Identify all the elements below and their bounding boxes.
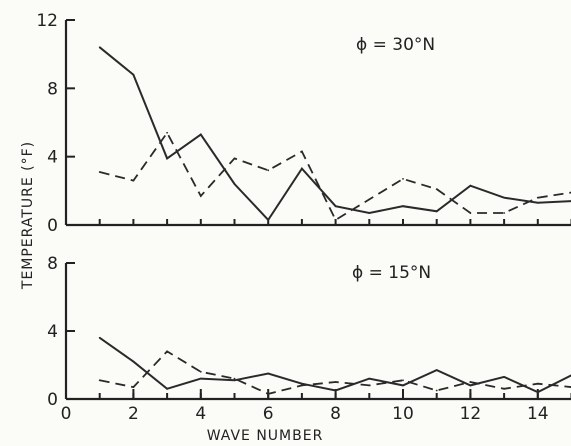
panel-1-latitude-label: ϕ = 30°N [356,35,435,55]
axes-layer [64,19,571,401]
panel-1-dashed-point [334,218,337,221]
panel-1-dashed-point [435,188,438,191]
panel-1-solid-point [435,210,438,213]
x-tick-label: 14 [527,404,549,424]
y-axis-title: TEMPERATURE (°F) [20,141,36,290]
panel-2-y-tick-label: 4 [47,322,58,342]
panel-1-solid-point [199,133,202,136]
text-layer: 0 4 8 12 ϕ = 30°N 0 4 8 ϕ = 15°N 0 2 4 6 8 10 12 14 WAVE … [20,11,549,444]
panel-1-y-tick-label: 8 [47,79,58,99]
panel-2-solid-point [435,369,438,371]
panel-2-dashed-point [536,382,539,385]
panel-2-solid-point [301,382,303,385]
panel-2-solid-point [503,376,505,378]
panel-2-dashed-point [301,384,303,387]
panel-1-solid-point [132,73,135,76]
panel-2-dashed-point [334,381,337,383]
panel-1-y-tick-label: 0 [47,216,58,236]
panel-1-solid-point [166,157,169,160]
panel-1-solid-point [301,167,303,170]
panel-2-dashed-point [435,389,438,392]
panel-2-dashed-point [402,379,404,382]
panel-1-dashed-point [267,169,270,172]
panel-1-y-tick-label: 4 [47,148,58,168]
panel-1-dashed-point [301,150,303,153]
panel-1-dashed-point [503,212,505,214]
panel-1-solid-point [469,184,472,187]
panel-2-dashed-point [233,377,236,380]
panel-2-dashed-point [98,379,101,382]
x-tick-label: 8 [330,404,341,424]
x-tick-label: 0 [61,404,72,424]
panel-2-solid-point [368,377,371,380]
panel-2-dashed-point [267,393,270,395]
panel-1-solid-point [368,212,371,214]
panel-2-y-tick-label: 8 [47,254,58,274]
panel-2-dashed-point [368,384,371,387]
panel-2-dashed-point [166,350,169,353]
panel-1-dashed-point [233,157,236,160]
panel-2-dashed-point [132,386,135,388]
panel-1-dashed-point [166,131,169,134]
panel-1-solid-point [98,46,101,49]
panel-2-dashed-point [199,370,202,373]
panel-2-solid-series-line [99,336,571,394]
panel-2-solid-point [166,387,169,390]
panel-2-latitude-label: ϕ = 15°N [352,263,431,283]
panel-2-solid-point [536,391,539,394]
panel-1-y-tick-label: 12 [36,11,58,31]
panel-1-solid-point [267,218,270,221]
x-tick-label: 12 [460,404,482,424]
panel-1-dashed-series-line [99,131,571,222]
panel-1-dashed-point [98,171,101,173]
x-tick-label: 6 [263,404,274,424]
panel-1-dashed-point [199,195,202,197]
panel-1-solid-series-line [99,46,571,222]
panel-2-solid-point [267,372,270,375]
panel-2-solid-point [334,389,337,392]
panel-1-solid-point [536,201,539,204]
x-tick-label: 2 [128,404,139,424]
panel-2-dashed-point [469,381,472,383]
x-tick-label: 10 [392,404,414,424]
panel-2-dashed-point [503,387,505,390]
x-axis-title: WAVE NUMBER [207,428,324,444]
panel-2-solid-point [132,360,135,363]
panel-2-solid-point [199,377,202,380]
panel-1-dashed-point [132,179,135,182]
panel-1-dashed-point [469,212,472,214]
panel-2-solid-point [233,379,236,382]
panel-1-dashed-point [402,177,404,180]
panel-1-dashed-point [536,196,539,199]
series-layer [98,46,571,395]
panel-2-solid-point [469,384,472,387]
panel-1-solid-point [334,205,337,208]
panel-2-solid-point [402,384,404,387]
panel-1-dashed-point [368,198,371,201]
panel-1-solid-point [402,205,404,208]
panel-1-solid-point [503,196,505,199]
panel-2-y-tick-label: 0 [47,390,58,410]
x-tick-label: 4 [195,404,206,424]
panel-2-solid-point [98,336,101,339]
panel-1-solid-point [233,183,236,185]
